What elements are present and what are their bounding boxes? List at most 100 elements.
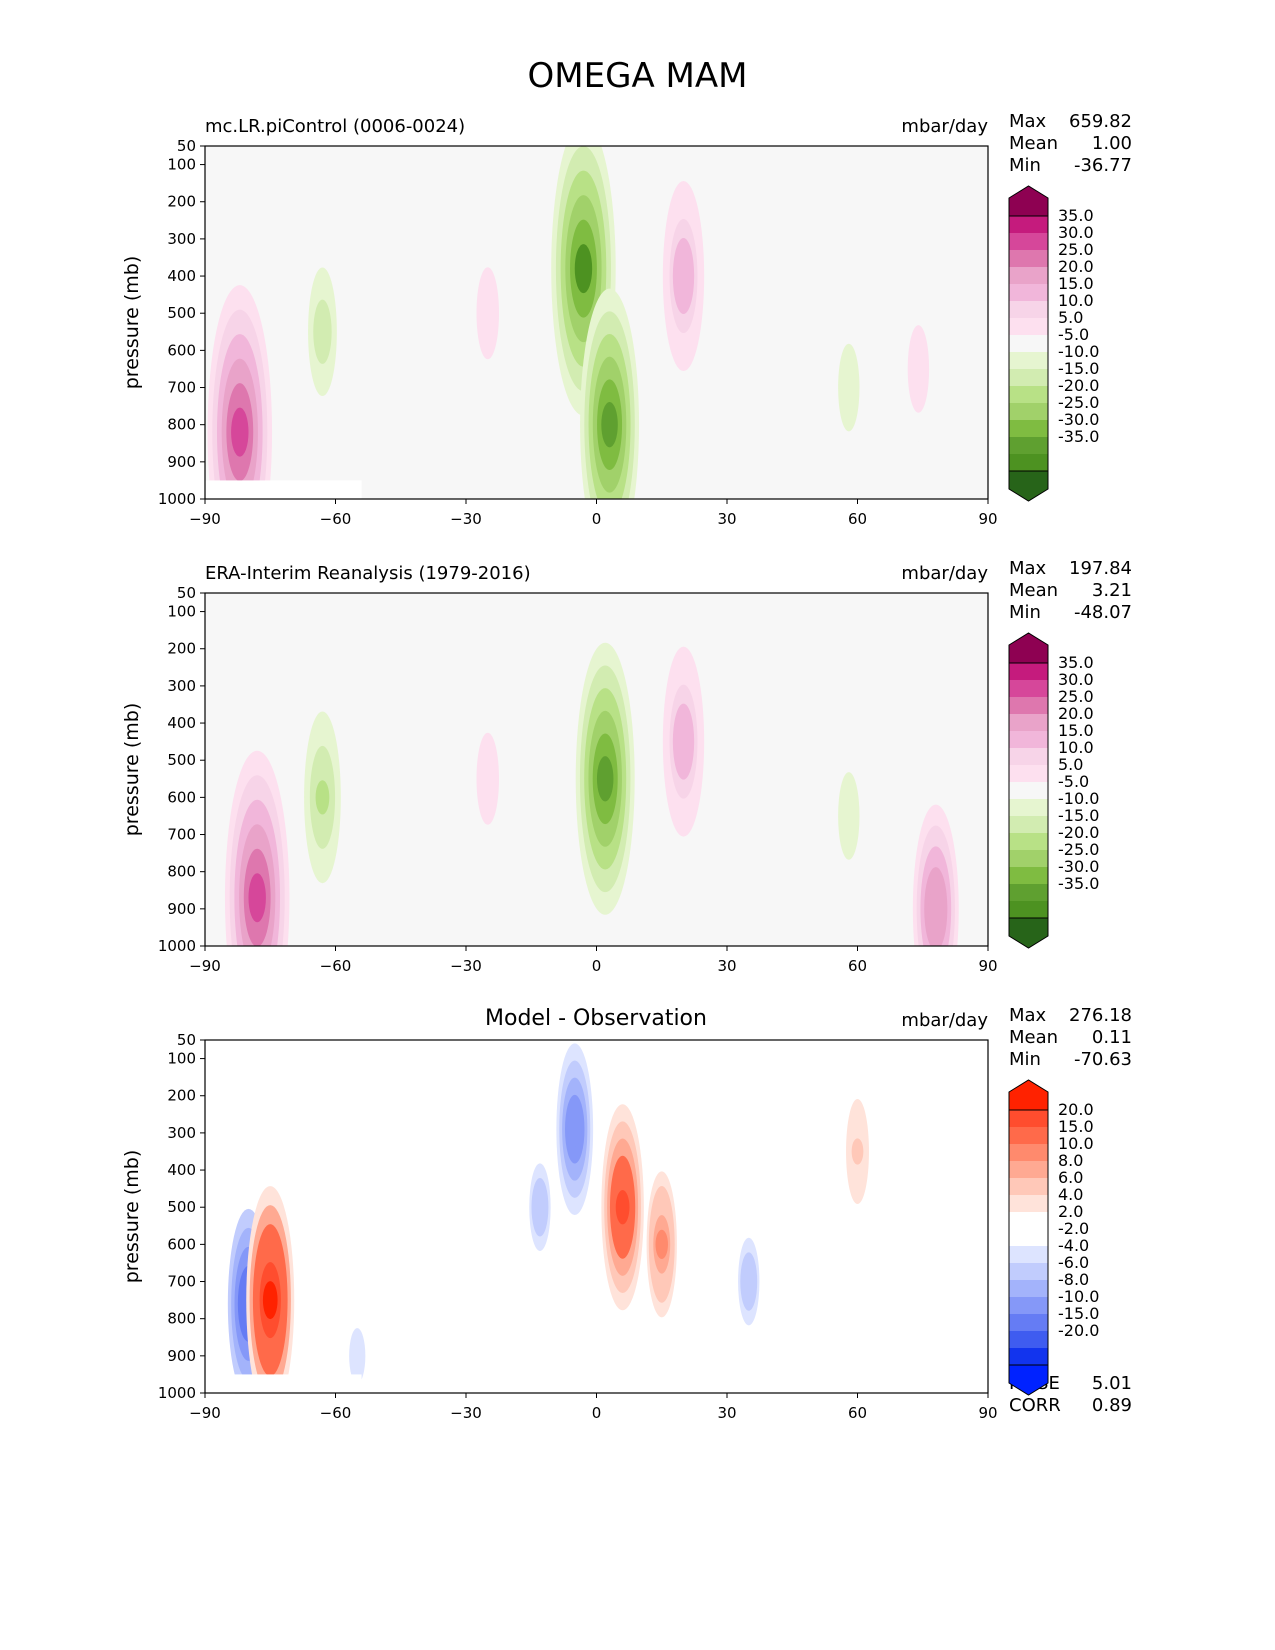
colorbar-segment — [1009, 1348, 1048, 1365]
y-tick-label: 900 — [167, 1347, 196, 1365]
x-tick-label: −30 — [450, 1404, 482, 1422]
colorbar-label: -35.0 — [1058, 874, 1099, 893]
panel-label: Model - Observation — [485, 1006, 707, 1031]
stat-name: Max — [1009, 558, 1047, 579]
colorbar-label: -20.0 — [1058, 1321, 1099, 1340]
contour-level — [615, 1190, 630, 1225]
contour-level — [481, 297, 495, 329]
contour-feature — [580, 288, 640, 499]
colorbar-label: 2.0 — [1058, 1202, 1083, 1221]
stat-name: Max — [1009, 111, 1047, 132]
colorbar-label: -15.0 — [1058, 806, 1099, 825]
y-tick-label: 900 — [167, 900, 196, 918]
contour-level — [231, 407, 249, 457]
units-label: mbar/day — [901, 563, 988, 584]
colorbar-segment — [1009, 663, 1048, 680]
y-tick-label: 700 — [167, 379, 196, 397]
colorbar-frame — [1008, 662, 1049, 919]
contour-level — [655, 1229, 668, 1259]
x-tick-label: −90 — [189, 957, 221, 975]
x-tick-label: 60 — [848, 510, 867, 528]
x-tick-label: 60 — [848, 1404, 867, 1422]
stat-name: Mean — [1009, 580, 1059, 601]
colorbar-label: -25.0 — [1058, 840, 1099, 859]
y-tick-label: 300 — [167, 677, 196, 695]
contour-level — [315, 315, 330, 348]
contour-level — [481, 763, 495, 795]
contour-feature — [731, 1193, 767, 1370]
colorbar-segment — [1009, 782, 1048, 799]
x-tick-label: 60 — [848, 957, 867, 975]
colorbar-segment — [1009, 1229, 1048, 1246]
contour-level — [574, 244, 593, 294]
colorbar-segment — [1009, 1144, 1048, 1161]
y-axis-label: pressure (mb) — [121, 703, 143, 837]
x-tick-label: 90 — [978, 510, 997, 528]
y-tick-label: 700 — [167, 826, 196, 844]
colorbar-segment — [1009, 731, 1048, 748]
missing-data-mask — [205, 480, 362, 499]
y-axis-label: pressure (mb) — [121, 1150, 143, 1284]
colorbar-label: 20.0 — [1058, 257, 1094, 276]
colorbar-segment — [1009, 765, 1048, 782]
panel-label: ERA-Interim Reanalysis (1979-2016) — [205, 563, 531, 584]
contour-level — [928, 888, 944, 930]
colorbar-segment — [1009, 1246, 1048, 1263]
contour-feature — [301, 694, 344, 901]
colorbar-segment — [1009, 335, 1048, 352]
colorbar-segment — [1009, 1280, 1048, 1297]
stat-name: Min — [1009, 1049, 1041, 1070]
colorbar-segment — [1009, 1161, 1048, 1178]
colorbar-segment — [1009, 216, 1048, 233]
contour-level — [742, 1266, 755, 1297]
colorbar-label: -8.0 — [1058, 1270, 1089, 1289]
plot-background — [205, 1040, 988, 1393]
contour-feature — [644, 1156, 680, 1332]
colorbar-label: -30.0 — [1058, 410, 1099, 429]
y-tick-label: 200 — [167, 1087, 196, 1105]
contour-level — [596, 756, 614, 802]
stats-box: Max 276.18 Mean 0.11 Min -70.63 — [1009, 1005, 1132, 1071]
colorbar-segment — [1009, 697, 1048, 714]
x-tick-label: −90 — [189, 1404, 221, 1422]
x-tick-label: −90 — [189, 510, 221, 528]
colorbar-label: -4.0 — [1058, 1236, 1089, 1255]
colorbar-segment — [1009, 1297, 1048, 1314]
contour-feature — [842, 1072, 873, 1231]
metric-value: 0.89 — [1091, 1395, 1132, 1416]
contour-feature — [601, 1104, 644, 1311]
contour-feature — [909, 783, 963, 946]
colorbar-segment — [1009, 1263, 1048, 1280]
stat-name: Mean — [1009, 133, 1059, 154]
y-tick-label: 1000 — [158, 1384, 196, 1402]
stat-name: Min — [1009, 602, 1041, 623]
colorbar-label: 30.0 — [1058, 670, 1094, 689]
metric-name: CORR — [1009, 1395, 1061, 1416]
contour-level — [676, 722, 691, 761]
colorbar-label: 20.0 — [1058, 1100, 1094, 1119]
contour-level — [315, 780, 330, 815]
stat-name: Max — [1009, 1005, 1047, 1026]
contour-level — [248, 873, 266, 923]
page-title: OMEGA MAM — [527, 56, 748, 96]
colorbar-label: -10.0 — [1058, 1287, 1099, 1306]
y-tick-label: 400 — [167, 714, 196, 732]
y-axis-label: pressure (mb) — [121, 256, 143, 390]
colorbar-label: -10.0 — [1058, 789, 1099, 808]
contour-feature — [469, 686, 507, 871]
units-label: mbar/day — [901, 116, 988, 137]
colorbar-segment — [1009, 454, 1048, 471]
colorbar-label: 10.0 — [1058, 291, 1094, 310]
colorbar-label: 25.0 — [1058, 240, 1094, 259]
contour-feature — [469, 221, 507, 406]
colorbar-segment — [1009, 867, 1048, 884]
contour-level — [676, 257, 691, 296]
y-tick-label: 300 — [167, 230, 196, 248]
contour-feature — [207, 285, 273, 499]
colorbar-label: 8.0 — [1058, 1151, 1083, 1170]
stats-box: Max 659.82 Mean 1.00 Min -36.77 — [1009, 111, 1132, 177]
y-tick-label: 50 — [177, 137, 196, 155]
contour-level — [851, 1138, 864, 1165]
contour-level — [533, 1192, 547, 1222]
